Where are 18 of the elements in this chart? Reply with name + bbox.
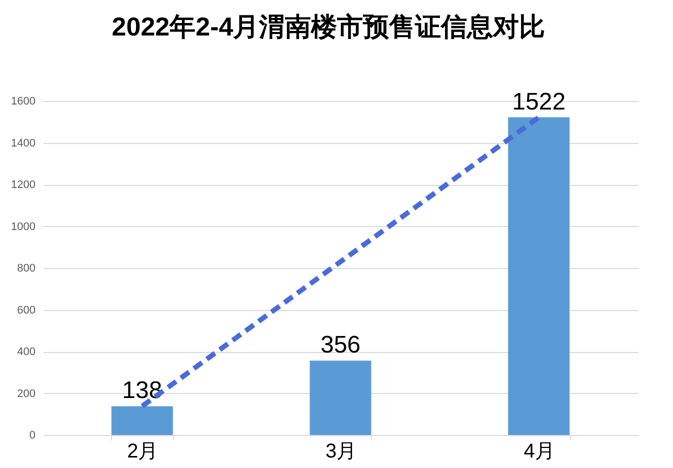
x-tick-label: 4月 (524, 440, 555, 462)
x-tick-label: 3月 (325, 440, 357, 462)
x-tick-label: 2月 (127, 440, 158, 462)
y-tick-label: 0 (29, 430, 36, 442)
y-tick-label: 800 (17, 262, 36, 274)
bar (310, 360, 372, 435)
y-tick-label: 1000 (11, 220, 36, 233)
y-tick-label: 1200 (11, 179, 36, 191)
y-tick-label: 1400 (11, 137, 36, 150)
data-label: 1522 (512, 88, 566, 116)
y-tick-label: 200 (17, 388, 36, 400)
bar (111, 406, 173, 435)
y-tick-label: 600 (17, 304, 36, 316)
y-tick-label: 400 (17, 346, 36, 358)
chart-title: 2022年2-4月渭南楼市预售证信息对比 (112, 11, 546, 42)
y-tick-label: 1600 (11, 96, 36, 108)
bar (508, 117, 570, 435)
data-label: 356 (320, 332, 361, 359)
